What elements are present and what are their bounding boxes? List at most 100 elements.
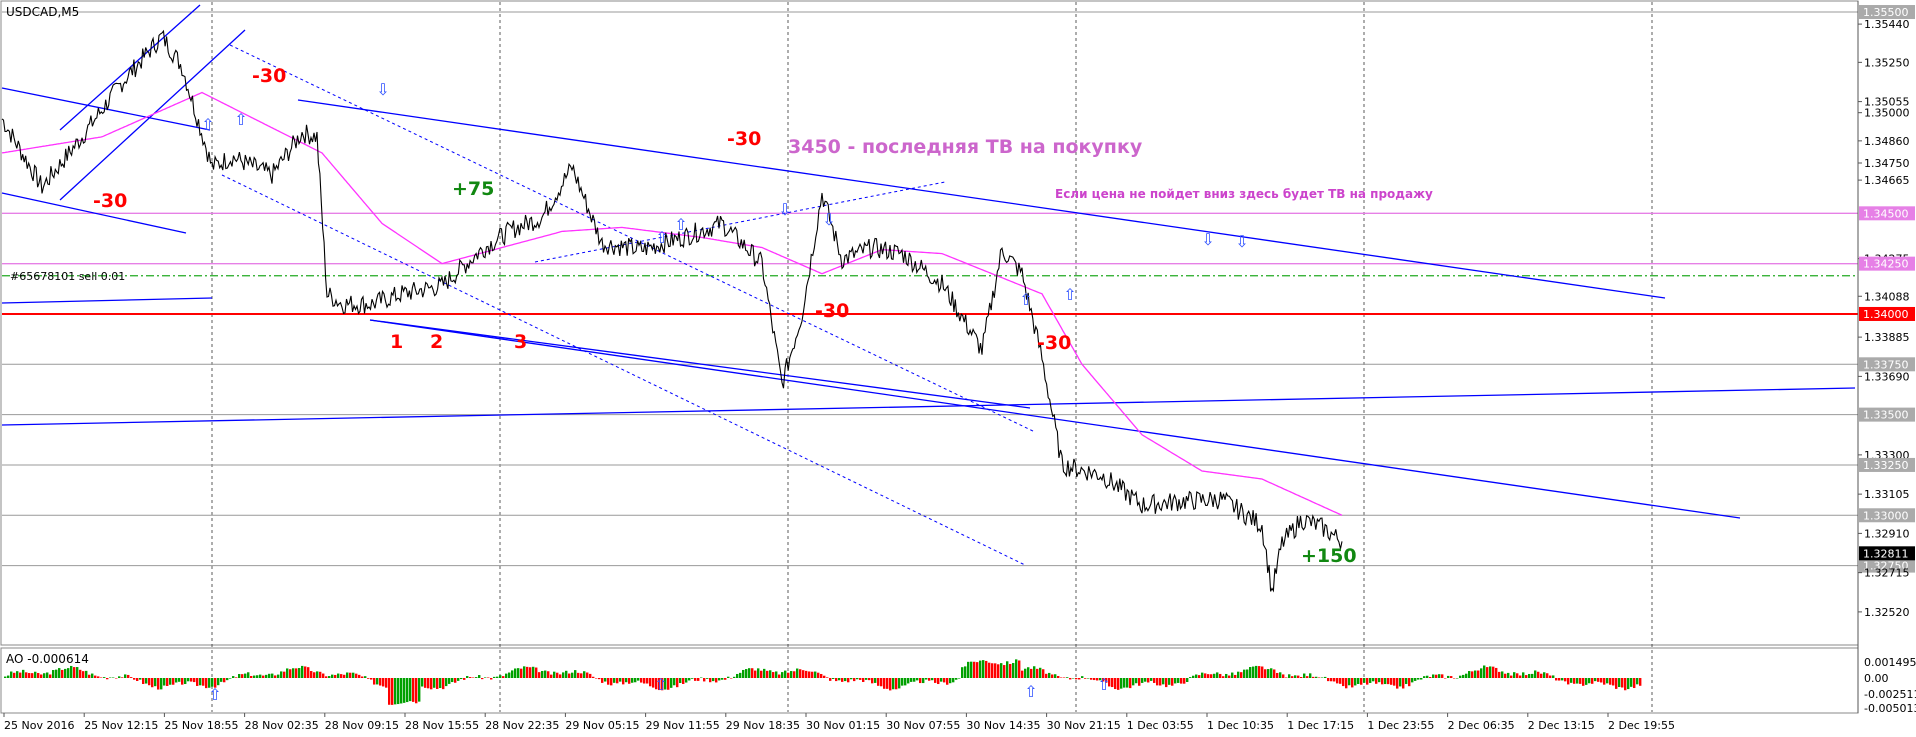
ao-bar: [1525, 675, 1528, 678]
ao-bar: [244, 673, 247, 678]
ao-bar: [964, 666, 967, 678]
ao-bar: [376, 678, 379, 685]
ao-bar: [364, 676, 367, 678]
ao-bar: [214, 678, 217, 688]
trendline-11: [534, 181, 946, 263]
ao-bar: [628, 678, 631, 684]
ao-bar: [631, 678, 634, 683]
ao-bar: [1534, 670, 1537, 678]
ao-bar: [1300, 676, 1303, 678]
time-tick-label-14: 1 Dec 03:55: [1127, 719, 1194, 732]
ao-bar: [760, 670, 763, 678]
ao-bar: [34, 671, 37, 678]
ao-bar: [754, 670, 757, 678]
ao-bar: [1345, 678, 1348, 689]
ao-bar: [532, 666, 535, 678]
ao-bar: [1405, 678, 1408, 684]
ao-bar: [1234, 674, 1237, 678]
ao-bar: [1363, 678, 1366, 683]
ao-bar: [1180, 678, 1183, 684]
ao-bar: [331, 674, 334, 678]
ao-bar: [1477, 670, 1480, 678]
ao-bar: [1108, 678, 1111, 687]
ao-bar: [1522, 672, 1525, 678]
ao-bar: [58, 668, 61, 678]
time-tick-label-12: 30 Nov 14:35: [966, 719, 1040, 732]
ao-bar: [1492, 666, 1495, 678]
ao-bar: [802, 670, 805, 678]
ao-bar: [1387, 678, 1390, 685]
ao-bar: [577, 672, 580, 678]
ao-bar: [49, 674, 52, 678]
ao-bar: [874, 678, 877, 683]
ao-bar: [832, 678, 835, 679]
ao-bar: [910, 678, 913, 682]
ao-bar: [1609, 678, 1612, 685]
ao-bar: [397, 678, 400, 705]
ao-bar: [1468, 671, 1471, 678]
ao-bar: [841, 678, 844, 682]
time-tick-label-10: 30 Nov 01:15: [806, 719, 880, 732]
ao-bar: [940, 678, 943, 682]
ao-bar: [289, 669, 292, 678]
ao-bar: [769, 670, 772, 678]
ao-bar: [1138, 678, 1141, 686]
indicator-tick-label-3: -0.005013: [1864, 702, 1916, 715]
ao-bar: [499, 675, 502, 678]
ao-bar: [388, 678, 391, 705]
ao-bar: [1036, 668, 1039, 678]
arrow-up-icon-2: ⇧: [655, 228, 668, 247]
ao-bar: [1267, 669, 1270, 678]
ao-bar: [1102, 678, 1105, 682]
ao-bar: [490, 678, 493, 680]
ao-bar: [91, 673, 94, 678]
ao-bar: [103, 677, 106, 678]
trendlines: [1, 4, 1856, 566]
ao-bar: [1420, 678, 1423, 680]
ao-bar: [430, 678, 433, 690]
ao-bar: [100, 677, 103, 678]
ao-bar: [334, 674, 337, 678]
arrow-up-icon-8: ⇧: [1024, 682, 1037, 701]
ao-bar: [1045, 673, 1048, 678]
ao-bar: [412, 678, 415, 702]
ao-bar: [1000, 663, 1003, 678]
ao-bar: [1219, 673, 1222, 678]
ao-bar: [736, 673, 739, 678]
ao-bar: [1141, 678, 1144, 683]
ao-bar: [787, 672, 790, 678]
ao-bar: [649, 678, 652, 687]
ao-bar: [1150, 678, 1153, 681]
ao-bar: [1162, 678, 1165, 685]
ao-bar: [553, 671, 556, 678]
ao-bar: [1117, 678, 1120, 690]
ao-bar: [286, 668, 289, 678]
ao-bar: [1594, 678, 1597, 682]
ao-bar: [904, 678, 907, 686]
ao-bar: [1330, 678, 1333, 682]
ao-bar: [451, 678, 454, 683]
ao-bar: [823, 675, 826, 678]
time-tick-label-13: 30 Nov 21:15: [1047, 719, 1121, 732]
ao-bar: [1174, 678, 1177, 684]
ao-bar: [277, 674, 280, 678]
ao-bar: [1147, 678, 1150, 683]
ao-bar: [1549, 675, 1552, 678]
ao-bar: [379, 678, 382, 686]
arrow-up-icon-5: ⇧: [1063, 285, 1076, 304]
ao-bar: [970, 661, 973, 678]
ao-bar: [886, 678, 889, 689]
ao-bar: [502, 676, 505, 678]
ao-bar: [1588, 678, 1591, 684]
ao-bar: [1444, 678, 1447, 679]
ao-bar: [949, 678, 952, 684]
ao-bar: [607, 678, 610, 685]
ao-bar: [247, 672, 250, 678]
ao-bar: [616, 678, 619, 684]
chart-title: USDCAD,M5: [6, 5, 79, 19]
ao-bar: [550, 674, 553, 678]
price-label-bg-20: [1859, 508, 1915, 523]
ao-bar: [1192, 675, 1195, 678]
ao-bar: [154, 678, 157, 687]
